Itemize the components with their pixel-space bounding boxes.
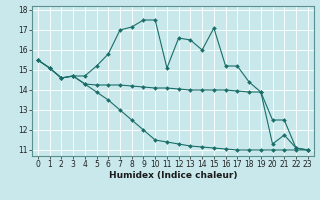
X-axis label: Humidex (Indice chaleur): Humidex (Indice chaleur) <box>108 171 237 180</box>
